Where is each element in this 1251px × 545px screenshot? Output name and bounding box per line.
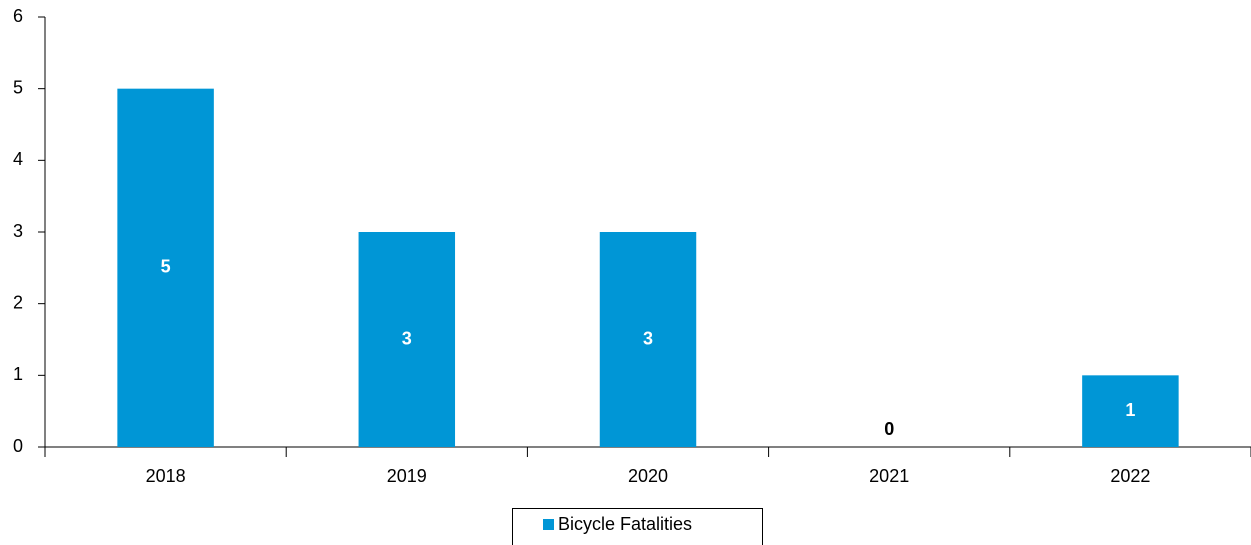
x-tick-label: 2020 [628,466,668,486]
y-tick-label: 3 [13,221,23,241]
data-label: 0 [884,419,894,439]
bar [1082,375,1179,447]
x-tick-label: 2021 [869,466,909,486]
data-label: 1 [1125,400,1135,420]
data-label: 5 [161,257,171,277]
y-tick-label: 1 [13,364,23,384]
x-tick-label: 2019 [387,466,427,486]
data-label: 3 [643,328,653,348]
y-tick-label: 0 [13,436,23,456]
y-tick-label: 2 [13,292,23,312]
legend-swatch [543,519,554,530]
bar [599,232,697,447]
bar [358,232,456,447]
data-label: 3 [402,328,412,348]
y-tick-label: 5 [13,77,23,97]
legend-box [512,508,763,545]
y-tick-label: 4 [13,149,23,169]
bar [117,88,214,448]
x-tick-label: 2022 [1110,466,1150,486]
y-tick-label: 6 [13,6,23,26]
x-tick-label: 2018 [146,466,186,486]
legend-label: Bicycle Fatalities [558,514,692,534]
